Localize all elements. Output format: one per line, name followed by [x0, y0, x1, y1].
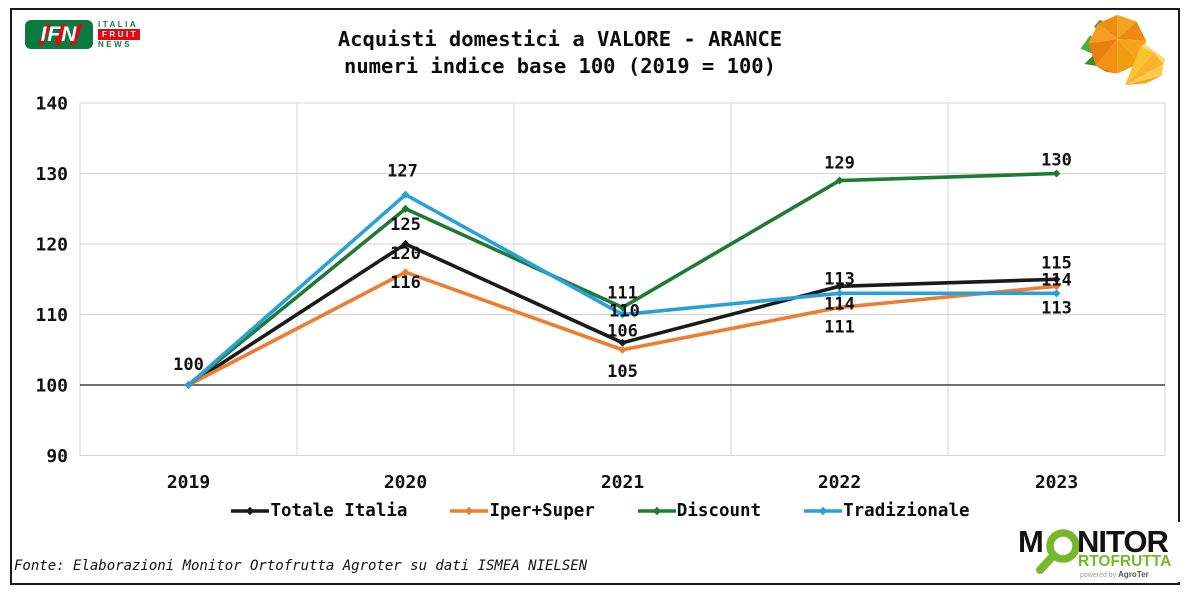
- ifn-news-label: NEWS: [98, 40, 132, 49]
- chart-title-line1: Acquisti domestici a VALORE - ARANCE: [337, 27, 783, 51]
- svg-text:113: 113: [1041, 298, 1072, 318]
- ifn-logo-text-column: ITALIA FRUIT NEWS: [98, 20, 141, 49]
- svg-text:116: 116: [390, 273, 421, 293]
- source-note: Fonte: Elaborazioni Monitor Ortofrutta A…: [14, 558, 588, 574]
- svg-text:125: 125: [390, 215, 421, 235]
- legend-item-totale-italia: Totale Italia: [230, 501, 407, 521]
- legend-label: Discount: [676, 501, 762, 521]
- svg-text:115: 115: [1041, 253, 1072, 273]
- svg-text:129: 129: [824, 154, 855, 174]
- legend-item-discount: Discount: [637, 501, 761, 521]
- svg-text:130: 130: [35, 164, 68, 185]
- legend-label: Iper+Super: [489, 501, 595, 521]
- svg-text:105: 105: [607, 362, 638, 382]
- svg-text:2021: 2021: [601, 472, 644, 493]
- svg-text:2020: 2020: [384, 472, 427, 493]
- legend-swatch-icon: [231, 506, 270, 516]
- ifn-italia-label: ITALIA: [98, 20, 139, 29]
- agroter-brand: AgroTer: [1118, 570, 1149, 579]
- svg-text:114: 114: [824, 294, 855, 314]
- monitor-ortofrutta-logo: M NITOR RTOFRUTTA powered by AgroTer: [1018, 522, 1190, 582]
- magnifier-icon: [1036, 529, 1080, 574]
- ifn-logo: IFN ITALIA FRUIT NEWS: [25, 20, 147, 50]
- svg-text:100: 100: [35, 376, 68, 397]
- svg-text:111: 111: [824, 317, 855, 337]
- legend-item-tradizionale: Tradizionale: [803, 501, 970, 521]
- chart-title-line2: numeri indice base 100 (2019 = 100): [344, 54, 776, 78]
- legend-label: Totale Italia: [270, 501, 408, 521]
- svg-text:140: 140: [35, 94, 68, 115]
- svg-text:2019: 2019: [167, 472, 210, 493]
- svg-text:106: 106: [607, 322, 638, 342]
- svg-text:2022: 2022: [818, 472, 861, 493]
- svg-text:100: 100: [173, 355, 204, 375]
- svg-text:111: 111: [607, 283, 638, 303]
- monitor-nitor: NITOR: [1077, 524, 1169, 559]
- legend-swatch-icon: [450, 506, 489, 516]
- chart-title: Acquisti domestici a VALORE - ARANCE num…: [250, 26, 870, 80]
- svg-text:90: 90: [46, 446, 68, 467]
- ifn-logo-box: IFN: [25, 20, 93, 49]
- monitor-ortofrutta-text: RTOFRUTTA: [1078, 553, 1172, 570]
- svg-text:114: 114: [1041, 270, 1072, 290]
- svg-text:127: 127: [387, 162, 418, 182]
- legend-label: Tradizionale: [843, 501, 970, 521]
- legend-item-iper-super: Iper+Super: [449, 501, 595, 521]
- svg-text:113: 113: [824, 269, 855, 289]
- slide-border-frame: [10, 8, 1180, 585]
- monitor-powered-by: powered by AgroTer: [1080, 570, 1149, 579]
- svg-text:120: 120: [390, 244, 421, 264]
- orange-fruit-icon: [1080, 14, 1166, 86]
- ifn-wordmark: IFN: [40, 22, 78, 46]
- legend-swatch-icon: [637, 506, 676, 516]
- chart-legend: Totale Italia Iper+Super Discount Tradizion…: [0, 501, 1200, 521]
- ifn-fruit-label: FRUIT: [98, 29, 141, 40]
- legend-swatch-icon: [804, 506, 843, 516]
- svg-text:130: 130: [1041, 151, 1072, 171]
- svg-text:110: 110: [35, 305, 68, 326]
- svg-text:120: 120: [35, 235, 68, 256]
- svg-text:110: 110: [609, 302, 640, 322]
- svg-text:2023: 2023: [1035, 472, 1078, 493]
- monitor-m: M: [1018, 524, 1044, 559]
